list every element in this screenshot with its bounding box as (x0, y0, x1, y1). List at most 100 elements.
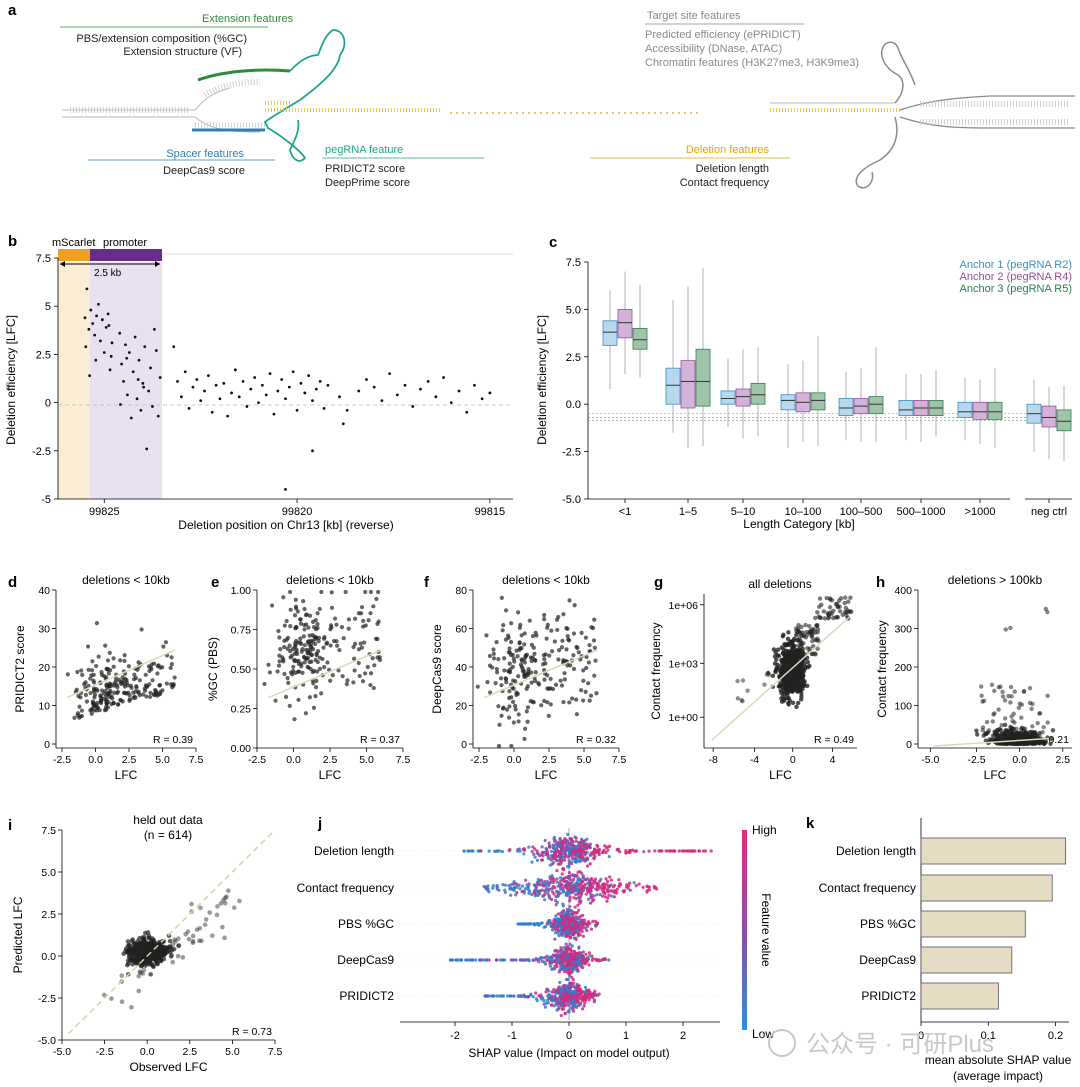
b-point (311, 399, 314, 403)
e-point (337, 647, 342, 653)
b-ytick-label: -5 (41, 494, 51, 506)
j-point (558, 856, 562, 860)
b-point (249, 387, 253, 391)
j-point (474, 958, 478, 962)
g-point (783, 643, 788, 648)
j-point (634, 884, 638, 888)
e-point (302, 660, 307, 665)
c-x-ticks: <1 1–5 5–10 10–100 100–500 500–1000 >1000 neg c… (619, 499, 1067, 518)
b-point (152, 327, 156, 331)
g-point (813, 652, 818, 657)
f-r-label: R = 0.32 (576, 734, 616, 746)
b-ytick-label: 2.5 (36, 349, 51, 361)
f-point (506, 715, 512, 720)
i-point (161, 949, 167, 955)
g-xtick-label: -4 (750, 754, 759, 766)
f-point (581, 678, 586, 683)
j-feature-label: DeepCas9 (337, 953, 394, 967)
panel-i: i held out data(n = 614)-5.0 -2.5 0.0 2.5 5.0… (8, 813, 282, 1074)
e-ytick-label: 0.25 (231, 704, 252, 716)
f-point (541, 667, 547, 673)
j-point (560, 872, 564, 876)
j-point (588, 954, 592, 958)
b-xtick-label: 99815 (475, 506, 506, 518)
j-point (574, 859, 578, 863)
g-ylabel: Contact frequency (649, 622, 663, 719)
j-point (535, 849, 539, 853)
d-point (99, 688, 105, 693)
h-point (1049, 736, 1054, 742)
h-point (1030, 701, 1035, 707)
j-feature-label: PBS %GC (338, 917, 394, 931)
b-point (260, 383, 264, 387)
b-point (322, 406, 326, 410)
j-point (513, 885, 517, 889)
d-point (104, 693, 109, 698)
d-point (75, 669, 80, 675)
d-point (107, 650, 112, 655)
b-point (365, 378, 368, 381)
d-point (164, 681, 169, 686)
panel-letter-a: a (8, 2, 17, 19)
j-point (497, 849, 502, 853)
b-point (314, 387, 318, 391)
f-point (586, 660, 591, 665)
g-point (789, 640, 795, 645)
f-point (541, 653, 546, 658)
c-reference-lines (588, 413, 1072, 421)
g-point (808, 628, 814, 633)
e-point (315, 669, 320, 674)
j-point (709, 849, 713, 853)
f-point (571, 631, 577, 636)
b-point (411, 405, 415, 408)
g-point (805, 632, 811, 637)
e-point (301, 654, 307, 659)
i-point (133, 941, 139, 947)
g-point (781, 678, 786, 683)
g-point (785, 675, 790, 680)
d-ytick-label: 20 (38, 662, 50, 674)
f-point (549, 628, 554, 633)
j-feature-label: PRIDICT2 (339, 989, 394, 1003)
f-point (504, 680, 509, 685)
small-scatter-panels: d deletions < 10kb-2.5 0.0 2.5 5.0 7.50102030… (8, 573, 1072, 1074)
b-point (143, 345, 147, 349)
d-point (148, 690, 153, 696)
f-point (516, 610, 521, 615)
e-point (345, 678, 350, 683)
f-point (499, 595, 504, 600)
f-point (484, 633, 489, 638)
j-point (578, 928, 582, 932)
d-points (65, 621, 177, 721)
j-point (628, 881, 632, 885)
i-point (215, 904, 220, 909)
j-point (519, 958, 523, 962)
j-point (603, 895, 607, 899)
b-point (124, 343, 127, 347)
f-point (552, 639, 557, 644)
b-point (139, 408, 143, 412)
f-fit-line (484, 649, 598, 699)
d-point (149, 667, 154, 672)
d-ytick-label: 40 (38, 585, 50, 597)
panel-letter-b: b (8, 233, 17, 250)
f-point (579, 630, 584, 635)
h-point (999, 723, 1004, 728)
j-point (494, 958, 498, 962)
g-point (785, 636, 791, 641)
c-box (957, 401, 973, 418)
panel-letter-h: h (876, 574, 885, 591)
f-point (529, 642, 534, 647)
d-point (141, 692, 146, 697)
f-point (541, 662, 546, 667)
e-point (370, 656, 375, 661)
b-point (341, 422, 345, 426)
left-dna-strands (62, 79, 265, 133)
e-point (376, 619, 381, 624)
d-point (98, 699, 104, 704)
e-point (314, 678, 319, 683)
j-point (550, 874, 554, 878)
i-point (109, 996, 114, 1001)
j-point (605, 899, 609, 903)
h-point (1026, 740, 1032, 745)
